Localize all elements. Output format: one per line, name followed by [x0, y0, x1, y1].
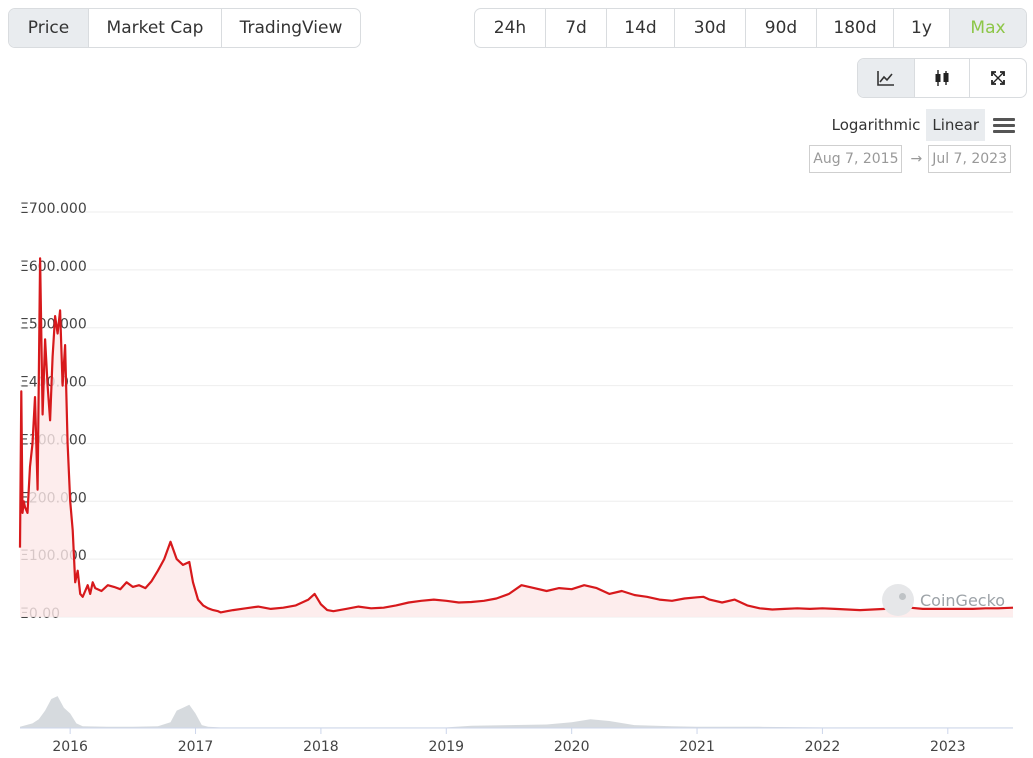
x-tick-label: 2016 — [52, 739, 88, 755]
x-tick-label: 2019 — [428, 739, 464, 755]
y-tick-label: Ξ500.000 — [20, 317, 87, 333]
watermark-text: CoinGecko — [920, 590, 1006, 610]
period-180d[interactable]: 180d — [817, 9, 894, 47]
volume-area — [20, 696, 1013, 728]
tab-market-cap[interactable]: Market Cap — [89, 9, 222, 47]
chart-view-tabs — [857, 58, 1027, 98]
period-7d[interactable]: 7d — [546, 9, 607, 47]
coingecko-watermark: CoinGecko — [882, 584, 1005, 616]
date-from-input[interactable]: Aug 7, 2015 — [809, 145, 903, 173]
scale-toggle: Logarithmic Linear — [826, 109, 1015, 141]
fullscreen-icon — [991, 71, 1005, 85]
period-90d[interactable]: 90d — [746, 9, 817, 47]
arrow-right-icon: → — [910, 151, 923, 167]
x-tick-label: 2020 — [554, 739, 590, 755]
price-line — [18, 257, 1014, 614]
period-tabs: 24h 7d 14d 30d 90d 180d 1y Max — [474, 8, 1027, 48]
candlestick-icon — [935, 70, 949, 86]
y-tick-label: Ξ600.000 — [20, 259, 87, 275]
menu-icon[interactable] — [993, 115, 1015, 136]
y-tick-label: Ξ700.000 — [20, 201, 87, 217]
tab-price[interactable]: Price — [9, 9, 89, 47]
x-tick-label: 2017 — [178, 739, 214, 755]
period-max[interactable]: Max — [950, 9, 1026, 47]
logarithmic-button[interactable]: Logarithmic — [831, 116, 921, 134]
x-tick-label: 2018 — [303, 739, 339, 755]
date-to-input[interactable]: Jul 7, 2023 — [928, 145, 1011, 173]
coingecko-logo-icon — [882, 584, 914, 616]
x-tick-label: 2022 — [805, 739, 841, 755]
candlestick-button[interactable] — [915, 59, 970, 97]
tab-tradingview[interactable]: TradingView — [239, 18, 343, 38]
linear-button[interactable]: Linear — [926, 109, 985, 141]
x-tick-label: 2021 — [679, 739, 715, 755]
period-30d[interactable]: 30d — [675, 9, 746, 47]
period-1y[interactable]: 1y — [894, 9, 950, 47]
date-range: Aug 7, 2015 → Jul 7, 2023 — [809, 145, 1011, 173]
period-14d[interactable]: 14d — [607, 9, 675, 47]
period-24h[interactable]: 24h — [475, 9, 546, 47]
price-chart[interactable]: Ξ700.000Ξ600.000Ξ500.000Ξ400.000Ξ300.000… — [0, 190, 1033, 758]
price-area — [20, 258, 1013, 617]
price-type-tabs: Price Market Cap TradingView — [8, 8, 361, 48]
fullscreen-button[interactable] — [970, 59, 1026, 97]
line-chart-icon — [877, 71, 894, 86]
x-tick-label: 2023 — [930, 739, 966, 755]
line-chart-button[interactable] — [858, 59, 915, 97]
